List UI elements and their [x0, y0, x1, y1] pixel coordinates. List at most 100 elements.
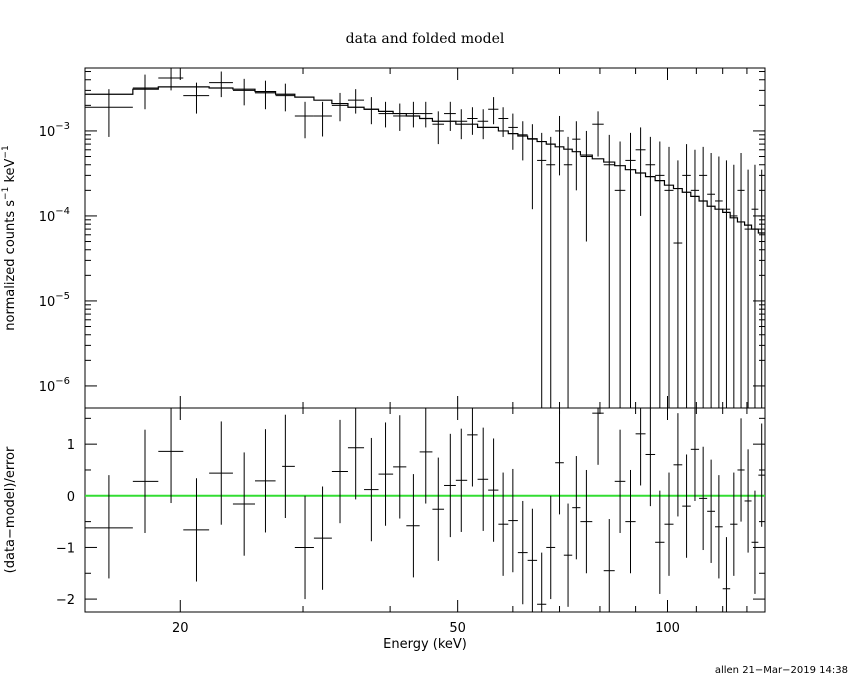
residual-point — [331, 419, 348, 524]
x-axis-ticks: 20 50 100 — [172, 68, 748, 636]
residual-point — [158, 408, 184, 504]
residual-point — [209, 421, 233, 525]
bottom-panel-frame — [84, 407, 766, 613]
data-point — [690, 149, 700, 408]
data-point — [537, 132, 547, 408]
data-point — [455, 109, 468, 140]
residual-point — [722, 537, 731, 612]
data-point — [603, 134, 615, 408]
data-point — [645, 136, 656, 408]
residual-point — [572, 456, 581, 560]
bottom-y-tick-label: −1 — [56, 541, 75, 556]
data-point — [158, 68, 184, 91]
x-tick-label: 100 — [655, 621, 680, 636]
bottom-y-tick-label: −2 — [56, 593, 75, 608]
residual-point — [294, 495, 314, 600]
data-point — [477, 109, 489, 140]
data-point — [85, 89, 133, 137]
data-point — [444, 101, 456, 131]
residual-point — [682, 454, 691, 558]
bottom-y-tick-label: 0 — [67, 490, 75, 505]
data-point — [527, 124, 538, 210]
bottom-y-ticks: −2 −1 0 1 — [56, 417, 765, 608]
data-point — [737, 153, 745, 408]
residual-point — [645, 408, 656, 507]
data-point — [614, 141, 626, 408]
data-point — [209, 71, 233, 98]
residual-point — [625, 469, 636, 574]
residual-point — [664, 472, 674, 576]
data-point — [730, 164, 738, 408]
data-point — [294, 101, 314, 139]
data-point — [707, 153, 716, 408]
data-point — [572, 121, 581, 191]
data-point — [467, 107, 478, 135]
residual-point — [730, 472, 738, 576]
residual-point — [737, 418, 745, 522]
top-y-tick-label: 10−4 — [39, 206, 70, 225]
data-point — [313, 101, 332, 137]
residual-point — [378, 422, 394, 526]
residual-points — [85, 408, 765, 612]
residual-point — [406, 474, 420, 578]
data-point — [563, 136, 573, 408]
model-histogram — [85, 86, 765, 234]
data-point — [183, 82, 210, 114]
residual-point — [313, 486, 332, 590]
data-point — [635, 127, 646, 216]
data-point — [331, 92, 348, 122]
timestamp-stamp: allen 21−Mar−2019 14:38 — [715, 665, 848, 676]
bottom-panel: −2 −1 0 1 (data−model)/error — [3, 407, 766, 613]
top-y-axis-label: normalized counts s−1 keV−1 — [1, 145, 18, 330]
residual-point — [488, 438, 499, 542]
bottom-y-tick-label: 1 — [67, 438, 75, 453]
residual-point — [498, 472, 509, 576]
model-step-line — [85, 86, 765, 234]
data-point — [232, 78, 256, 106]
data-point — [378, 101, 394, 128]
top-y-tick-label: 10−6 — [39, 376, 70, 395]
residual-point — [655, 490, 665, 594]
x-axis-label: Energy (keV) — [383, 637, 467, 652]
top-y-tick-label: 10−3 — [39, 121, 70, 140]
residual-point — [85, 475, 133, 579]
data-points — [85, 68, 765, 408]
residual-point — [537, 552, 547, 612]
x-tick-label: 20 — [172, 621, 189, 636]
top-y-tick-label: 10−5 — [39, 291, 70, 310]
residual-point — [508, 468, 518, 573]
data-point — [625, 132, 636, 408]
data-point — [498, 107, 509, 137]
data-point — [682, 144, 691, 408]
data-point — [664, 146, 674, 408]
data-point — [255, 80, 276, 110]
residual-point — [432, 457, 445, 561]
data-point — [419, 101, 433, 128]
data-point — [517, 121, 528, 161]
x-tick-label: 50 — [449, 621, 466, 636]
residual-point — [444, 433, 456, 538]
data-point — [555, 115, 564, 176]
residual-point — [744, 449, 752, 553]
residual-point — [517, 500, 528, 605]
residual-point — [419, 408, 433, 504]
residual-point — [758, 423, 765, 527]
data-point — [364, 97, 379, 125]
residual-point — [347, 408, 365, 500]
top-panel: 10−6 10−5 10−4 10−3 normalized counts s−1 k… — [1, 67, 766, 409]
data-point — [655, 141, 665, 408]
top-y-ticks: 10−6 10−5 10−4 10−3 — [39, 71, 765, 395]
data-point — [699, 146, 708, 408]
data-point — [275, 83, 295, 112]
residual-point — [183, 478, 210, 582]
residual-point — [364, 437, 379, 542]
residual-point — [580, 469, 593, 574]
data-point — [432, 111, 445, 145]
data-point — [406, 101, 420, 128]
residual-point — [563, 503, 573, 607]
data-point — [132, 74, 159, 110]
data-point — [758, 169, 765, 408]
residual-point — [673, 413, 683, 517]
residual-point — [592, 408, 604, 465]
residual-point — [690, 408, 700, 501]
